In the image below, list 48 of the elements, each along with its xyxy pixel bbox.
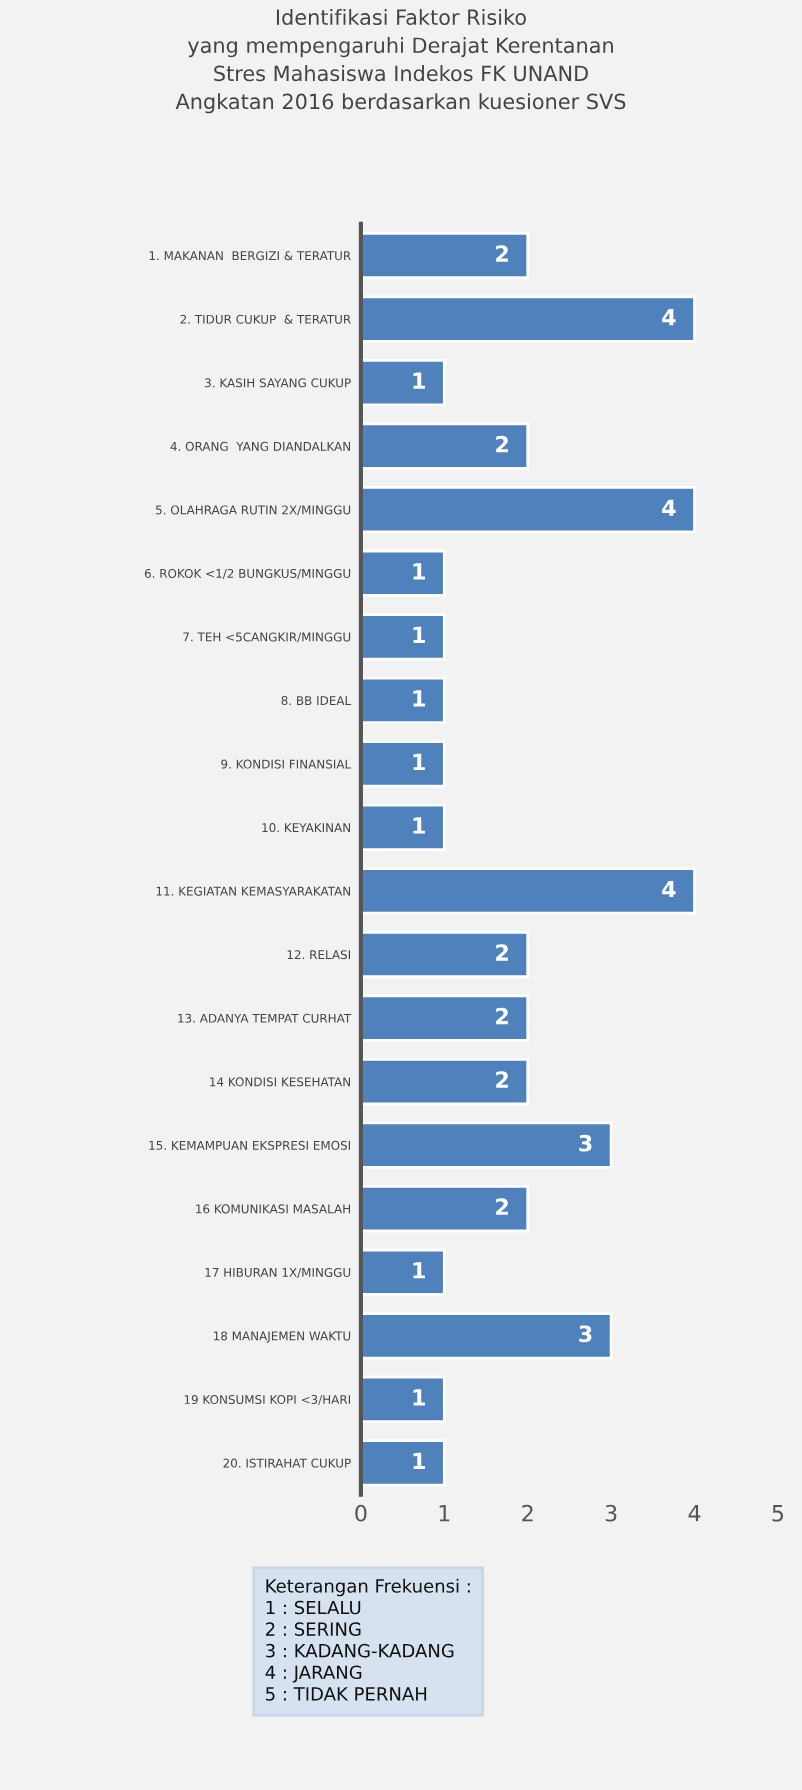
bar: [360, 231, 530, 280]
bar: [360, 549, 446, 597]
data-label: 1: [413, 1262, 425, 1279]
text: Keterangan Frekuensi : 1 : SELALU 2 : SERING 3 : KADANG-KADANG 4 : JARANG 5 : TIDAK PERNAH: [265, 1578, 470, 1701]
bar: [360, 358, 446, 407]
bar: [360, 1375, 446, 1423]
bar: [360, 867, 696, 915]
bar: [360, 1185, 530, 1233]
data-label: 3: [579, 1134, 592, 1152]
data-label: 2: [496, 944, 508, 961]
data-label: 3: [579, 1325, 592, 1343]
data-label: 1: [413, 1389, 425, 1406]
data-label: 4: [662, 309, 676, 326]
data-label: 2: [496, 435, 508, 453]
data-label: 2: [496, 245, 508, 262]
bar: [360, 1057, 530, 1106]
x-tick-label: 4: [688, 1505, 701, 1522]
data-label: 2: [496, 1198, 508, 1215]
data-label: 1: [413, 372, 425, 389]
data-label: 1: [413, 690, 425, 707]
data-label: 1: [413, 563, 425, 580]
bar: [360, 740, 446, 788]
bar: [360, 1248, 446, 1296]
bar: [360, 486, 696, 534]
bar: [360, 1439, 446, 1487]
data-label: 2: [496, 1007, 508, 1025]
bar: [360, 930, 530, 979]
bar: [360, 295, 696, 343]
data-label: 2: [496, 1071, 508, 1088]
x-tick-label: 0: [355, 1504, 367, 1522]
bar: [360, 1312, 613, 1360]
bar: [360, 1121, 613, 1169]
bar: [360, 676, 446, 724]
data-label: 4: [662, 499, 676, 516]
x-tick-label: 5: [772, 1505, 784, 1522]
x-tick-label: 1: [439, 1505, 450, 1522]
data-label: 1: [413, 626, 425, 643]
x-tick-label: 2: [522, 1504, 533, 1522]
data-label: 1: [413, 1452, 425, 1470]
x-tick-label: 3: [605, 1504, 617, 1522]
bar: [360, 613, 446, 661]
chart-title: Identifikasi Faktor Risiko yang mempengaruhi Derajat Kerentanan Stres Mahasiswa Indekos FK UNAND Angkatan 2016 berdasarkan kuesioner SVS: [175, 8, 626, 114]
bar: [360, 803, 446, 852]
data-label: 4: [662, 880, 676, 898]
data-label: 1: [413, 817, 425, 834]
bar: [360, 994, 530, 1042]
data-label: 1: [413, 753, 425, 771]
bar: [360, 422, 530, 470]
